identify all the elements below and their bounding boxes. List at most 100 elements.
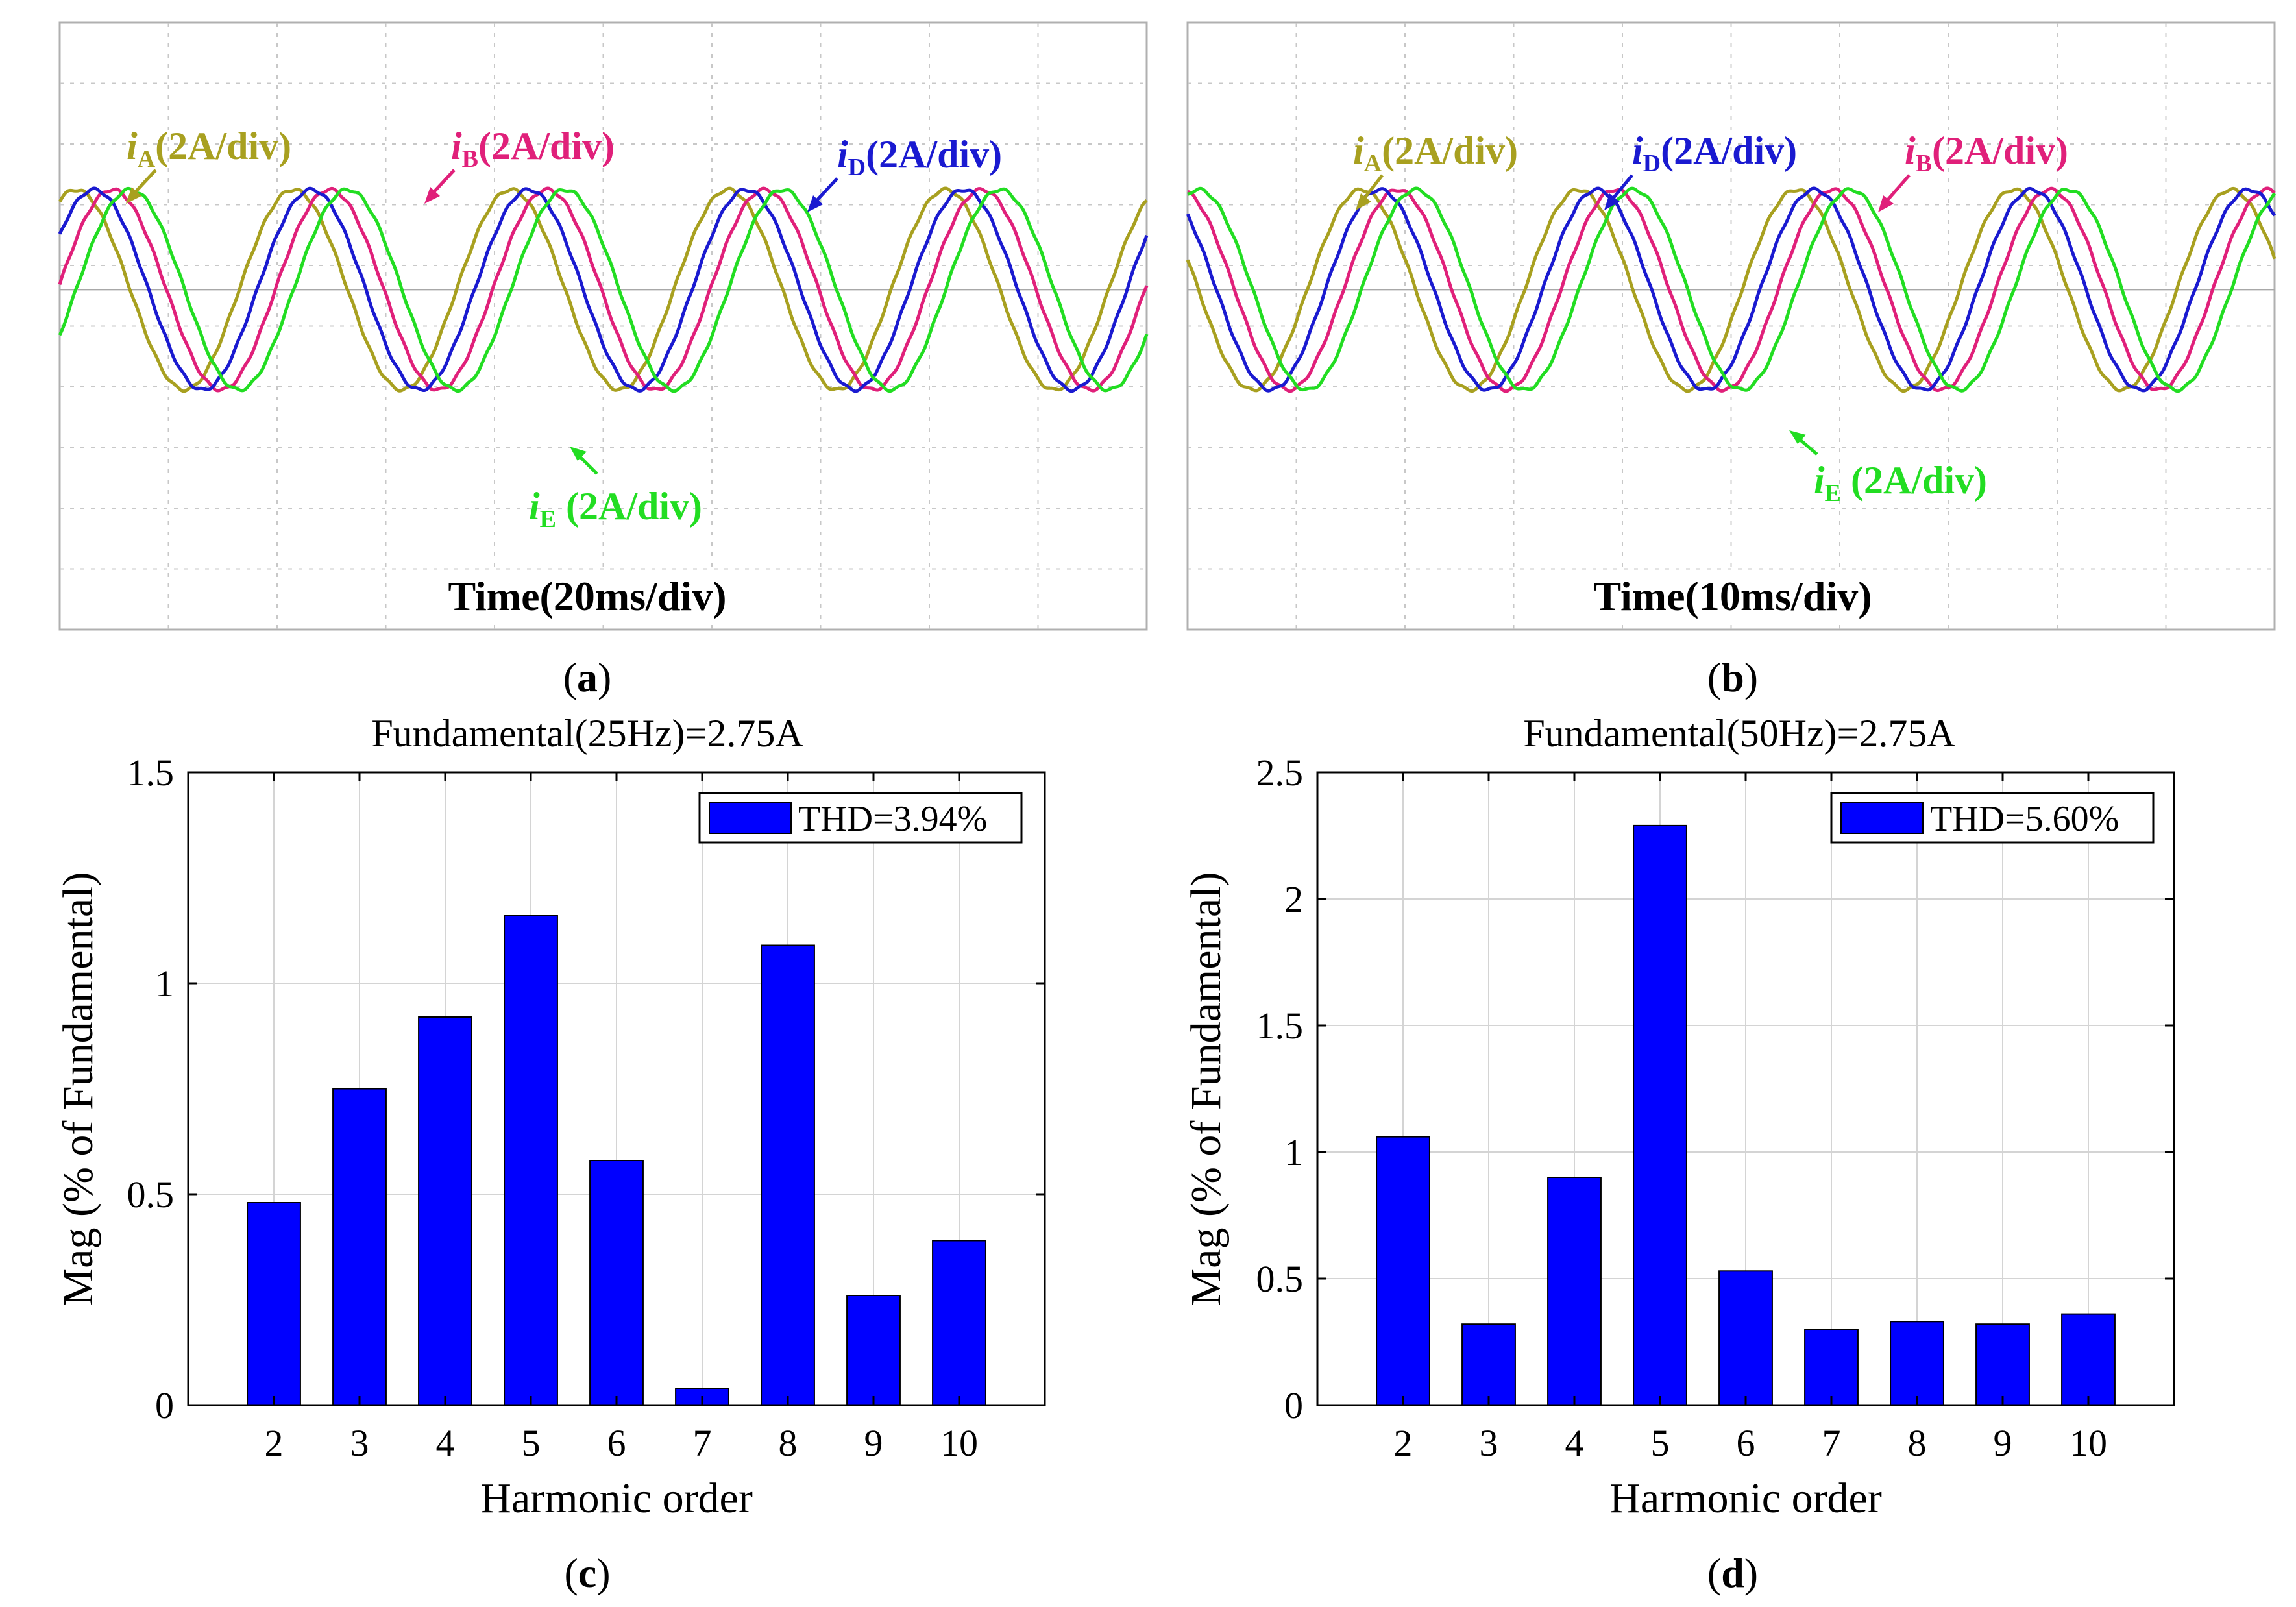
bar-harmonic-8 xyxy=(1890,1321,1944,1406)
bar-harmonic-5 xyxy=(1633,824,1687,1406)
arrow-head xyxy=(424,187,440,204)
time-label-bg xyxy=(389,571,792,623)
chart-title: Fundamental(50Hz)=2.75A xyxy=(1523,712,1955,755)
label-iD: iD(2A/div) xyxy=(807,133,1002,212)
legend-swatch xyxy=(1840,802,1924,834)
label-iE: iE (2A/div) xyxy=(529,447,702,533)
scope-panel-b: iA(2A/div) iD(2A/div) iB(2A/div) iE (2A/… xyxy=(1186,21,2277,700)
y-tick-labels: 0 0.5 1 1.5 2 2.5 xyxy=(1256,752,2174,1427)
bar-harmonic-3 xyxy=(332,1088,387,1406)
legend-label: THD=3.94% xyxy=(798,799,987,839)
bar-harmonic-3 xyxy=(1461,1323,1516,1406)
chart-bars xyxy=(247,915,986,1406)
svg-text:iB(2A/div): iB(2A/div) xyxy=(451,125,615,173)
y-tick-label: 1 xyxy=(155,963,174,1005)
arrow-head xyxy=(1356,193,1371,210)
bar-harmonic-7 xyxy=(1804,1329,1859,1406)
y-tick-label: 0 xyxy=(155,1384,174,1427)
x-tick-label: 8 xyxy=(779,1422,798,1464)
y-tick-label: 0 xyxy=(1284,1384,1303,1427)
bar-harmonic-9 xyxy=(1975,1323,2030,1406)
label-iD: iD(2A/div) xyxy=(1604,129,1797,210)
label-iB: iB(2A/div) xyxy=(424,125,615,204)
legend: THD=5.60% xyxy=(1830,792,2155,844)
waveform-iB xyxy=(58,186,1149,393)
x-tick-label: 7 xyxy=(1822,1422,1841,1464)
x-tick-label: 4 xyxy=(436,1422,455,1464)
bar-chart-d: Fundamental(50Hz)=2.75A 0 0.5 1 1.5 2 2.5 2 3 4… xyxy=(1182,712,2175,1596)
y-tick-label: 2.5 xyxy=(1256,752,1304,794)
waveform-iD xyxy=(58,186,1149,393)
x-tick-label: 9 xyxy=(864,1422,883,1464)
bar-harmonic-10 xyxy=(932,1240,986,1406)
legend-swatch xyxy=(709,802,792,834)
x-tick-labels: 2 3 4 5 6 7 8 9 10 xyxy=(265,772,978,1464)
x-tick-label: 2 xyxy=(265,1422,284,1464)
x-tick-label: 3 xyxy=(350,1422,369,1464)
x-tick-label: 8 xyxy=(1908,1422,1927,1464)
label-iA: iA(2A/div) xyxy=(1353,129,1518,210)
x-tick-label: 10 xyxy=(940,1422,978,1464)
y-axis-label: Mag (% of Fundamental) xyxy=(1182,872,1230,1306)
chart-title: Fundamental(25Hz)=2.75A xyxy=(371,712,803,755)
x-tick-label: 7 xyxy=(693,1422,712,1464)
bar-harmonic-4 xyxy=(1547,1177,1602,1406)
arrow-head xyxy=(1789,430,1806,444)
bar-harmonic-9 xyxy=(846,1295,901,1406)
y-tick-label: 0.5 xyxy=(127,1173,175,1216)
arrow-head xyxy=(1878,195,1894,212)
y-tick-label: 1.5 xyxy=(1256,1005,1304,1047)
svg-text:iB(2A/div): iB(2A/div) xyxy=(1905,129,2068,177)
y-axis-label: Mag (% of Fundamental) xyxy=(55,872,102,1306)
chart-bars xyxy=(1376,824,2116,1406)
label-iB: iB(2A/div) xyxy=(1878,129,2068,212)
x-axis-label: Harmonic order xyxy=(480,1475,753,1522)
arrow-head xyxy=(126,187,141,204)
bar-chart-c: Fundamental(25Hz)=2.75A 0 0.5 1 1.5 2 3 4 5 6 7 8… xyxy=(55,712,1046,1596)
y-tick-label: 0.5 xyxy=(1256,1258,1304,1300)
svg-text:iE (2A/div): iE (2A/div) xyxy=(529,485,702,533)
caption-a: (a) xyxy=(563,654,612,700)
x-tick-label: 6 xyxy=(1737,1422,1755,1464)
y-tick-labels: 0 0.5 1 1.5 xyxy=(127,752,1045,1427)
bar-harmonic-10 xyxy=(2061,1313,2116,1406)
label-iA: iA(2A/div) xyxy=(126,125,291,204)
scope-waveforms xyxy=(58,186,1149,393)
label-iE: iE (2A/div) xyxy=(1789,430,1987,507)
waveform-iE xyxy=(58,186,1149,393)
x-axis-label: Harmonic order xyxy=(1609,1475,1882,1522)
bar-harmonic-2 xyxy=(1376,1136,1430,1406)
svg-text:iA(2A/div): iA(2A/div) xyxy=(127,125,291,173)
y-tick-label: 1 xyxy=(1284,1131,1303,1173)
bar-harmonic-2 xyxy=(247,1202,301,1406)
time-label: Time(20ms/div) xyxy=(448,573,726,619)
bar-harmonic-8 xyxy=(761,944,815,1406)
x-tick-label: 3 xyxy=(1480,1422,1498,1464)
x-tick-label: 2 xyxy=(1394,1422,1413,1464)
y-tick-label: 2 xyxy=(1284,878,1303,920)
caption-b: (b) xyxy=(1707,654,1758,700)
svg-text:iD(2A/div): iD(2A/div) xyxy=(837,133,1002,181)
time-label-bg xyxy=(1532,571,1934,623)
x-tick-label: 5 xyxy=(522,1422,541,1464)
waveform-iE xyxy=(1187,186,2276,393)
bar-harmonic-4 xyxy=(418,1016,472,1406)
x-tick-label: 9 xyxy=(1994,1422,2012,1464)
bar-harmonic-5 xyxy=(504,915,558,1406)
time-label: Time(10ms/div) xyxy=(1593,573,1872,619)
bar-harmonic-6 xyxy=(1718,1270,1773,1406)
scope-panel-a: iA(2A/div) iB(2A/div) iD(2A/div) iE (2A/… xyxy=(58,21,1149,700)
arrow-head xyxy=(1604,193,1620,210)
bar-harmonic-6 xyxy=(589,1160,644,1406)
x-tick-label: 5 xyxy=(1651,1422,1670,1464)
x-tick-label: 6 xyxy=(607,1422,626,1464)
waveform-iA xyxy=(58,186,1148,393)
caption-d: (d) xyxy=(1707,1550,1758,1596)
svg-text:iA(2A/div): iA(2A/div) xyxy=(1353,129,1518,177)
legend: THD=3.94% xyxy=(698,792,1023,844)
arrow-head xyxy=(570,447,587,461)
arrow-head xyxy=(807,195,823,212)
x-tick-label: 4 xyxy=(1565,1422,1584,1464)
x-tick-labels: 2 3 4 5 6 7 8 9 10 xyxy=(1394,772,2107,1464)
